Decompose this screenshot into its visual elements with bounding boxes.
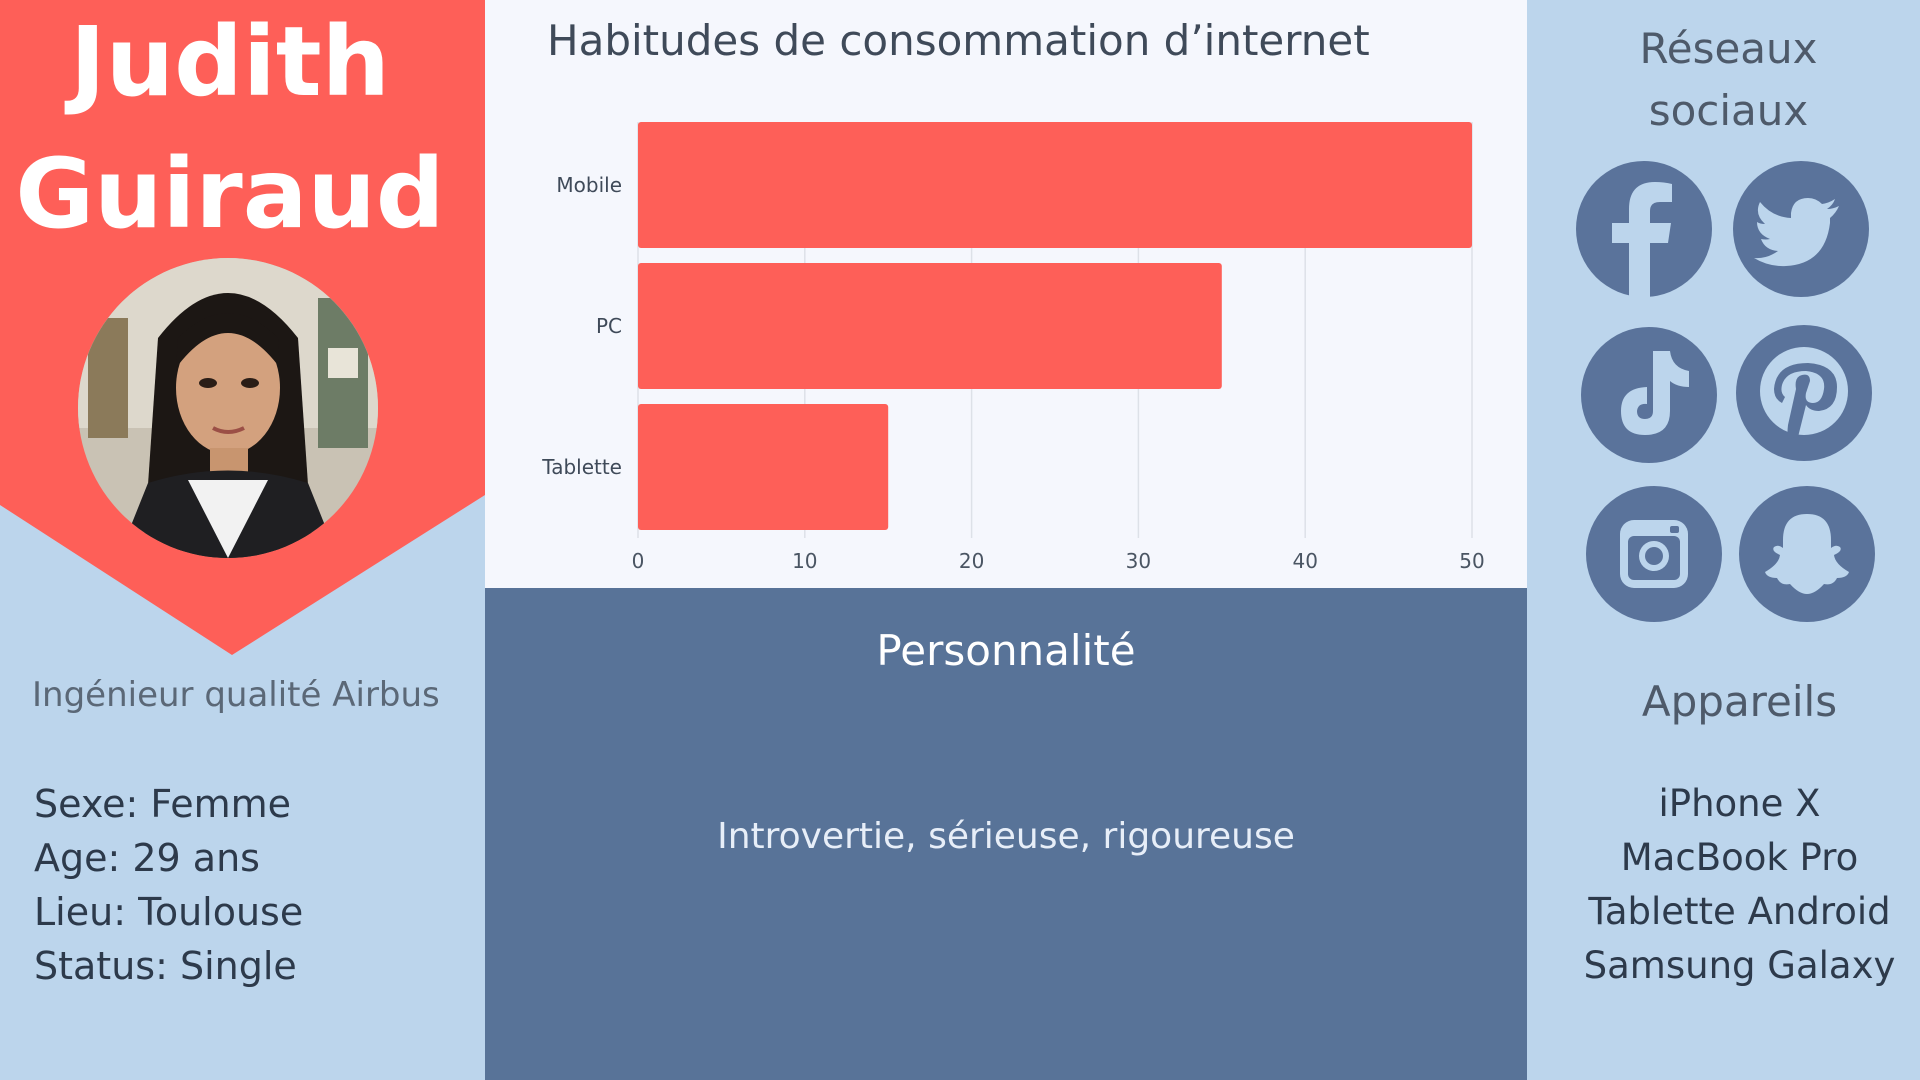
bar-pc	[638, 263, 1222, 389]
social-title: Réseaux sociaux	[1527, 18, 1920, 142]
category-label: Tablette	[541, 455, 622, 479]
x-tick-label: 20	[959, 549, 984, 573]
chart-title: Habitudes de consommation d’internet	[547, 16, 1370, 65]
pinterest-icon[interactable]	[1736, 325, 1872, 461]
persona-last-name: Guiraud	[15, 138, 445, 250]
bar-chart: 0 10 20 30 40 50 Mobile PC Tablette	[541, 122, 1485, 573]
device-item: Tablette Android	[1588, 890, 1891, 933]
device-item: iPhone X	[1658, 782, 1821, 825]
persona-panel: Judith Guiraud Ingénieur qualité Airbus …	[0, 0, 485, 1080]
persona-role: Ingénieur qualité Airbus	[32, 675, 440, 715]
instagram-icon[interactable]	[1586, 486, 1722, 622]
social-title-text: Réseaux sociaux	[1639, 24, 1818, 135]
snapchat-icon[interactable]	[1739, 486, 1875, 622]
bar-tablette	[638, 404, 889, 530]
persona-fact-status: Status: Single	[34, 944, 297, 988]
personality-panel: Personnalité Introvertie, sérieuse, rigo…	[485, 588, 1527, 1080]
persona-first-name: Judith	[70, 6, 390, 118]
persona-fact-location: Lieu: Toulouse	[34, 890, 304, 934]
device-item: Samsung Galaxy	[1583, 944, 1896, 987]
x-tick-label: 0	[632, 549, 645, 573]
category-label: Mobile	[556, 173, 622, 197]
personality-heading: Personnalité	[876, 626, 1136, 675]
x-tick-label: 30	[1126, 549, 1151, 573]
devices-title: Appareils	[1641, 677, 1838, 726]
channels-panel: Réseaux sociaux Appa	[1527, 0, 1920, 1080]
persona-fact-sex: Sexe: Femme	[34, 782, 291, 826]
internet-usage-chart-panel: Habitudes de consommation d’internet 0 10…	[485, 0, 1527, 588]
facebook-icon[interactable]	[1576, 161, 1712, 297]
x-tick-label: 50	[1459, 549, 1484, 573]
persona-fact-age: Age: 29 ans	[34, 836, 260, 880]
x-tick-label: 10	[792, 549, 817, 573]
x-tick-label: 40	[1292, 549, 1317, 573]
avatar	[78, 258, 378, 558]
category-label: PC	[596, 314, 622, 338]
device-item: MacBook Pro	[1620, 836, 1859, 879]
bar-mobile	[638, 122, 1472, 248]
twitter-icon[interactable]	[1733, 161, 1869, 297]
personality-traits: Introvertie, sérieuse, rigoureuse	[717, 816, 1295, 857]
tiktok-icon[interactable]	[1581, 327, 1717, 463]
